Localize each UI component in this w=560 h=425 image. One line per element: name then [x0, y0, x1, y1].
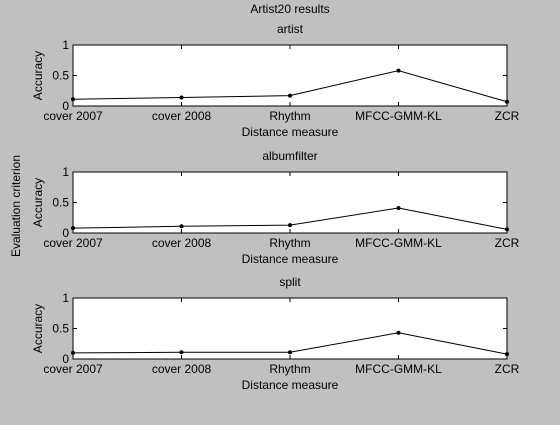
data-point: [288, 350, 292, 355]
axes-box: [72, 297, 508, 360]
x-tick-label: Rhythm: [269, 236, 310, 250]
y-tick-label: 0: [62, 352, 69, 366]
x-tick-label: MFCC-GMM-KL: [355, 236, 442, 250]
data-point: [179, 95, 184, 100]
y-tick-label: 1: [62, 291, 69, 305]
data-point: [179, 350, 184, 355]
y-tick-label: 1: [62, 165, 69, 179]
data-point: [288, 223, 292, 228]
data-point: [71, 97, 75, 102]
x-tick-label: ZCR: [495, 236, 520, 250]
subplot-title: split: [279, 275, 301, 289]
x-tick-label: Rhythm: [269, 109, 310, 123]
figure-title: Artist20 results: [250, 2, 329, 16]
subplot-title: albumfilter: [262, 149, 317, 163]
subplots: artist Accuracy Distance measure 0 0.5 1 cover…: [31, 22, 520, 392]
x-tick-label: Rhythm: [269, 362, 310, 376]
x-tick-label: cover 2008: [152, 236, 212, 250]
x-axis-label: Distance measure: [242, 125, 339, 139]
data-point: [71, 226, 75, 231]
data-point: [505, 352, 509, 357]
data-point: [505, 227, 509, 232]
x-tick-label: cover 2007: [43, 236, 103, 250]
x-axis-label: Distance measure: [242, 378, 339, 392]
data-point: [179, 224, 184, 229]
data-point: [396, 205, 401, 210]
x-tick-label: cover 2008: [152, 109, 212, 123]
y-axis-label: Accuracy: [31, 51, 45, 100]
y-tick-label: 1: [62, 38, 69, 52]
y-tick-label: 0.5: [52, 322, 69, 336]
data-point: [71, 350, 75, 355]
data-point: [288, 93, 292, 98]
y-tick-label: 0: [62, 226, 69, 240]
axes-box: [72, 171, 508, 234]
figure-ylabel: Evaluation criterion: [9, 155, 23, 257]
y-axis-label: Accuracy: [31, 304, 45, 353]
y-tick-label: 0: [62, 99, 69, 113]
x-tick-label: cover 2007: [43, 362, 103, 376]
x-tick-label: ZCR: [495, 109, 520, 123]
subplot-1: albumfilter Accuracy Distance measure 0 0.5 1…: [31, 149, 520, 266]
subplot-0: artist Accuracy Distance measure 0 0.5 1 cover…: [31, 22, 520, 139]
x-tick-label: cover 2008: [152, 362, 212, 376]
y-tick-label: 0.5: [52, 196, 69, 210]
x-tick-label: MFCC-GMM-KL: [355, 362, 442, 376]
data-point: [396, 330, 401, 335]
x-tick-label: ZCR: [495, 362, 520, 376]
y-axis-label: Accuracy: [31, 178, 45, 227]
subplot-2: split Accuracy Distance measure 0 0.5 1 cover …: [31, 275, 520, 392]
data-point: [505, 99, 509, 104]
x-axis-label: Distance measure: [242, 252, 339, 266]
x-tick-label: cover 2007: [43, 109, 103, 123]
y-tick-label: 0.5: [52, 69, 69, 83]
data-point: [396, 68, 401, 73]
x-tick-label: MFCC-GMM-KL: [355, 109, 442, 123]
subplot-title: artist: [277, 22, 304, 36]
